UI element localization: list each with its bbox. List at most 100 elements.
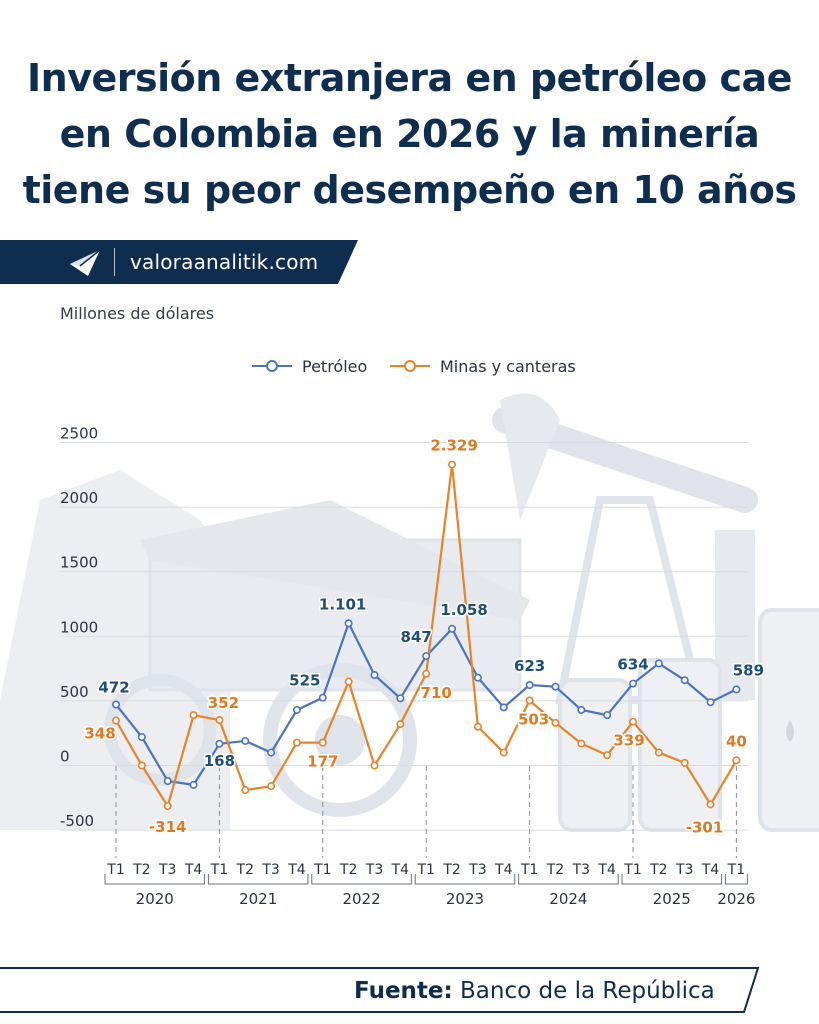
x-tick-label: T3 bbox=[675, 862, 693, 878]
source-name: Banco de la República bbox=[460, 978, 715, 1004]
x-tick-label: T3 bbox=[468, 862, 486, 878]
data-labels: 472 168 525 1.101 847 1.058 623 634 589 348 -314 35… bbox=[83, 435, 766, 838]
x-tick-label: T2 bbox=[442, 862, 460, 878]
brand-separator bbox=[114, 248, 115, 276]
y-tick-label: 2500 bbox=[60, 425, 98, 443]
data-point bbox=[732, 756, 741, 765]
data-point bbox=[396, 720, 405, 729]
year-bracket bbox=[621, 874, 723, 885]
x-tick-label: T4 bbox=[184, 862, 203, 878]
data-point bbox=[628, 717, 637, 726]
year-bracket bbox=[311, 874, 412, 885]
data-point bbox=[163, 777, 172, 786]
data-point bbox=[344, 619, 353, 628]
data-point bbox=[215, 739, 224, 748]
year-label: 2023 bbox=[446, 890, 484, 908]
brand-site[interactable]: valoraanalitik.com bbox=[130, 250, 319, 274]
data-point bbox=[137, 761, 146, 770]
data-point bbox=[680, 758, 689, 767]
y-tick-label: -500 bbox=[60, 812, 94, 830]
x-tick-label: T3 bbox=[365, 862, 383, 878]
data-point bbox=[241, 786, 250, 795]
data-point bbox=[525, 696, 534, 705]
source-label: Fuente: bbox=[354, 978, 453, 1004]
x-tick-label: T2 bbox=[649, 862, 667, 878]
data-label: 847 bbox=[401, 628, 432, 646]
x-tick-label: T1 bbox=[623, 862, 641, 878]
data-point bbox=[137, 733, 146, 742]
x-tick-label: T1 bbox=[106, 862, 124, 878]
data-point bbox=[370, 761, 379, 770]
x-tick-label: T4 bbox=[494, 862, 513, 878]
truck-wheel-rear bbox=[104, 674, 216, 786]
data-point bbox=[370, 671, 379, 680]
x-tick-label: T4 bbox=[597, 862, 616, 878]
source-box bbox=[0, 967, 760, 1013]
brand-bar bbox=[0, 240, 360, 284]
x-tick-label: T1 bbox=[210, 862, 228, 878]
data-point bbox=[499, 703, 508, 712]
data-label: 2.329 bbox=[430, 437, 477, 455]
oil-drop-icon bbox=[786, 720, 794, 742]
data-point bbox=[163, 802, 172, 811]
data-point bbox=[318, 738, 327, 747]
x-tick-label: T1 bbox=[520, 862, 538, 878]
year-bracket bbox=[724, 874, 748, 885]
y-tick-label: 500 bbox=[60, 683, 89, 701]
x-axis: T1 T2 T3 T4 T1 T2 T3 T4 T1 T2 T3 T4 T1 T2 T3 T4 T1 T2 T3 T4… bbox=[104, 766, 755, 908]
year-bracket bbox=[207, 874, 309, 885]
x-tick-label: T4 bbox=[391, 862, 410, 878]
data-point bbox=[112, 700, 121, 709]
x-tick-label: T1 bbox=[416, 862, 434, 878]
data-point bbox=[654, 659, 663, 668]
data-point bbox=[189, 711, 198, 720]
data-point bbox=[241, 736, 250, 745]
x-tick-label: T2 bbox=[236, 862, 254, 878]
data-point bbox=[292, 738, 301, 747]
data-label: 1.101 bbox=[319, 595, 366, 613]
barrel-shape bbox=[558, 678, 632, 832]
y-axis: -500 0 500 1000 1500 2000 2500 bbox=[60, 425, 98, 831]
background-illustration bbox=[0, 393, 819, 832]
data-point bbox=[318, 693, 327, 702]
data-point bbox=[732, 685, 741, 694]
legend-marker bbox=[404, 360, 416, 372]
data-point bbox=[628, 679, 637, 688]
unit-label: Millones de dólares bbox=[60, 304, 215, 323]
year-label: 2020 bbox=[136, 890, 174, 908]
year-bracket bbox=[104, 874, 206, 885]
x-tick-label: T2 bbox=[132, 862, 150, 878]
data-label: 40 bbox=[726, 732, 747, 750]
data-point bbox=[473, 673, 482, 682]
x-tick-label: T4 bbox=[287, 862, 306, 878]
data-label: 710 bbox=[421, 684, 452, 702]
truck-wheel bbox=[263, 663, 417, 817]
data-point bbox=[680, 676, 689, 685]
page-title: Inversión extranjera en petróleo cae en … bbox=[0, 50, 819, 218]
barrel-shape bbox=[758, 608, 819, 832]
title-line-3: tiene su peor desempeño en 10 años bbox=[22, 168, 797, 212]
data-label: 168 bbox=[204, 752, 235, 770]
data-point bbox=[706, 800, 715, 809]
data-point bbox=[577, 739, 586, 748]
data-point bbox=[344, 677, 353, 686]
data-label: 589 bbox=[733, 661, 764, 679]
legend-label: Minas y canteras bbox=[440, 357, 576, 376]
data-point bbox=[499, 748, 508, 757]
year-label: 2021 bbox=[239, 890, 277, 908]
truck-bed bbox=[140, 500, 530, 620]
x-tick-label: T2 bbox=[339, 862, 357, 878]
x-tick-label: T3 bbox=[261, 862, 279, 878]
source-note: Fuente: Banco de la República bbox=[354, 978, 715, 1004]
data-point bbox=[422, 652, 431, 661]
data-label: 525 bbox=[289, 672, 320, 690]
data-point bbox=[525, 681, 534, 690]
data-point bbox=[473, 722, 482, 731]
data-point bbox=[396, 694, 405, 703]
y-tick-label: 2000 bbox=[60, 489, 98, 507]
data-label: 634 bbox=[617, 656, 648, 674]
data-point bbox=[448, 624, 457, 633]
x-tick-label: T1 bbox=[727, 862, 745, 878]
paper-plane-icon bbox=[70, 249, 101, 276]
data-label: 177 bbox=[307, 753, 338, 771]
